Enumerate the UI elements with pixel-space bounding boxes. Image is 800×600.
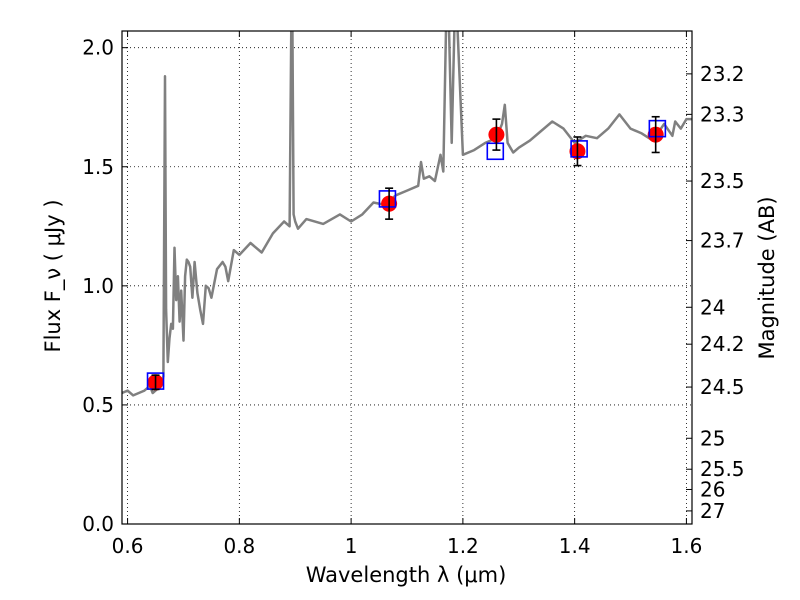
spectrum-line (122, 31, 692, 397)
x-tick-label: 1.2 (447, 534, 479, 558)
x-axis-label: Wavelength λ (μm) (306, 563, 507, 587)
right-tick-label: 23.5 (700, 169, 745, 193)
y-axis-label-right: Magnitude (AB) (755, 196, 779, 359)
right-tick-label: 25 (700, 426, 725, 450)
spectrum-line-layer (122, 31, 692, 397)
model-photometry-point (648, 119, 667, 138)
right-tick-label: 23.7 (700, 229, 745, 253)
x-tick-label: 0.8 (223, 534, 255, 558)
plot-frame (121, 30, 693, 525)
model-photometry-point (378, 190, 397, 208)
model-photometry-point (570, 140, 588, 158)
y-tick-label: 0.5 (82, 393, 114, 417)
y-tick-label: 2.0 (82, 36, 114, 60)
right-tick-label: 25.5 (700, 457, 745, 481)
y-axis-label-left: Flux F_ν ( μJy ) (41, 199, 66, 352)
y-tick-label: 0.0 (82, 512, 114, 536)
x-tick-label: 1.6 (671, 534, 703, 558)
right-tick-label: 27 (700, 499, 725, 523)
x-tick-label: 1.4 (559, 534, 591, 558)
axis-ticks: 0.6 0.8 1 1.2 1.4 1.6 0.0 0.5 1.0 1.5 2.0 23.2 23.3 2… (82, 31, 745, 558)
y-tick-label: 1.0 (82, 274, 114, 298)
y-tick-label: 1.5 (82, 155, 114, 179)
grid-lines (122, 31, 692, 525)
photometry-markers (146, 115, 667, 391)
right-tick-label: 24.5 (700, 375, 745, 399)
right-tick-label: 26 (700, 477, 725, 501)
right-tick-label: 24.2 (700, 332, 745, 356)
right-tick-label: 24 (700, 295, 725, 319)
right-tick-label: 23.2 (700, 62, 745, 86)
x-tick-label: 0.6 (112, 534, 144, 558)
x-tick-label: 1 (345, 534, 358, 558)
right-tick-label: 23.3 (700, 102, 745, 126)
model-photometry-point (486, 142, 505, 161)
